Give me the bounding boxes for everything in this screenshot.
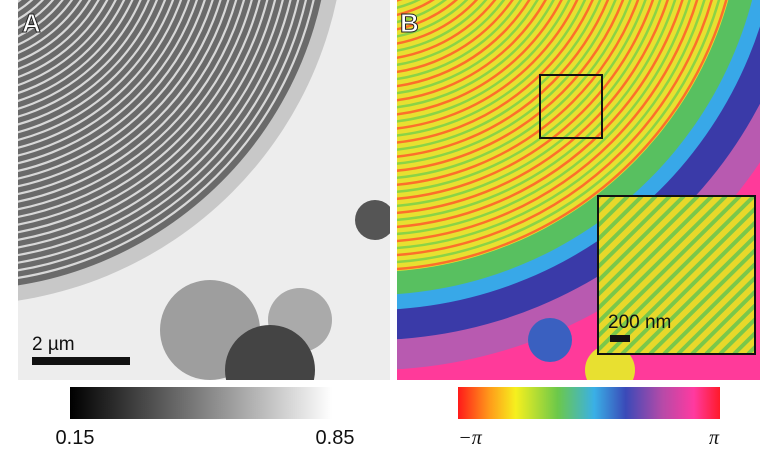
scale-bar-label: 200 nm (608, 312, 671, 333)
scale-bar-label: 2 µm (32, 334, 75, 355)
scale-bar (32, 357, 130, 365)
colorbar-max: π (709, 427, 720, 449)
colorbar (458, 387, 720, 419)
panel-label: A (22, 8, 41, 38)
colorbar (70, 387, 332, 419)
figure: A B 2 µm 200 nm 0.15 0.85 −π π (0, 0, 760, 449)
colorbar-max: 0.85 (316, 427, 355, 449)
colorbar-min: 0.15 (56, 427, 95, 449)
panel-label: B (400, 8, 419, 38)
scale-bar (610, 335, 630, 342)
colorbar-min: −π (458, 427, 482, 449)
ring (528, 318, 572, 362)
